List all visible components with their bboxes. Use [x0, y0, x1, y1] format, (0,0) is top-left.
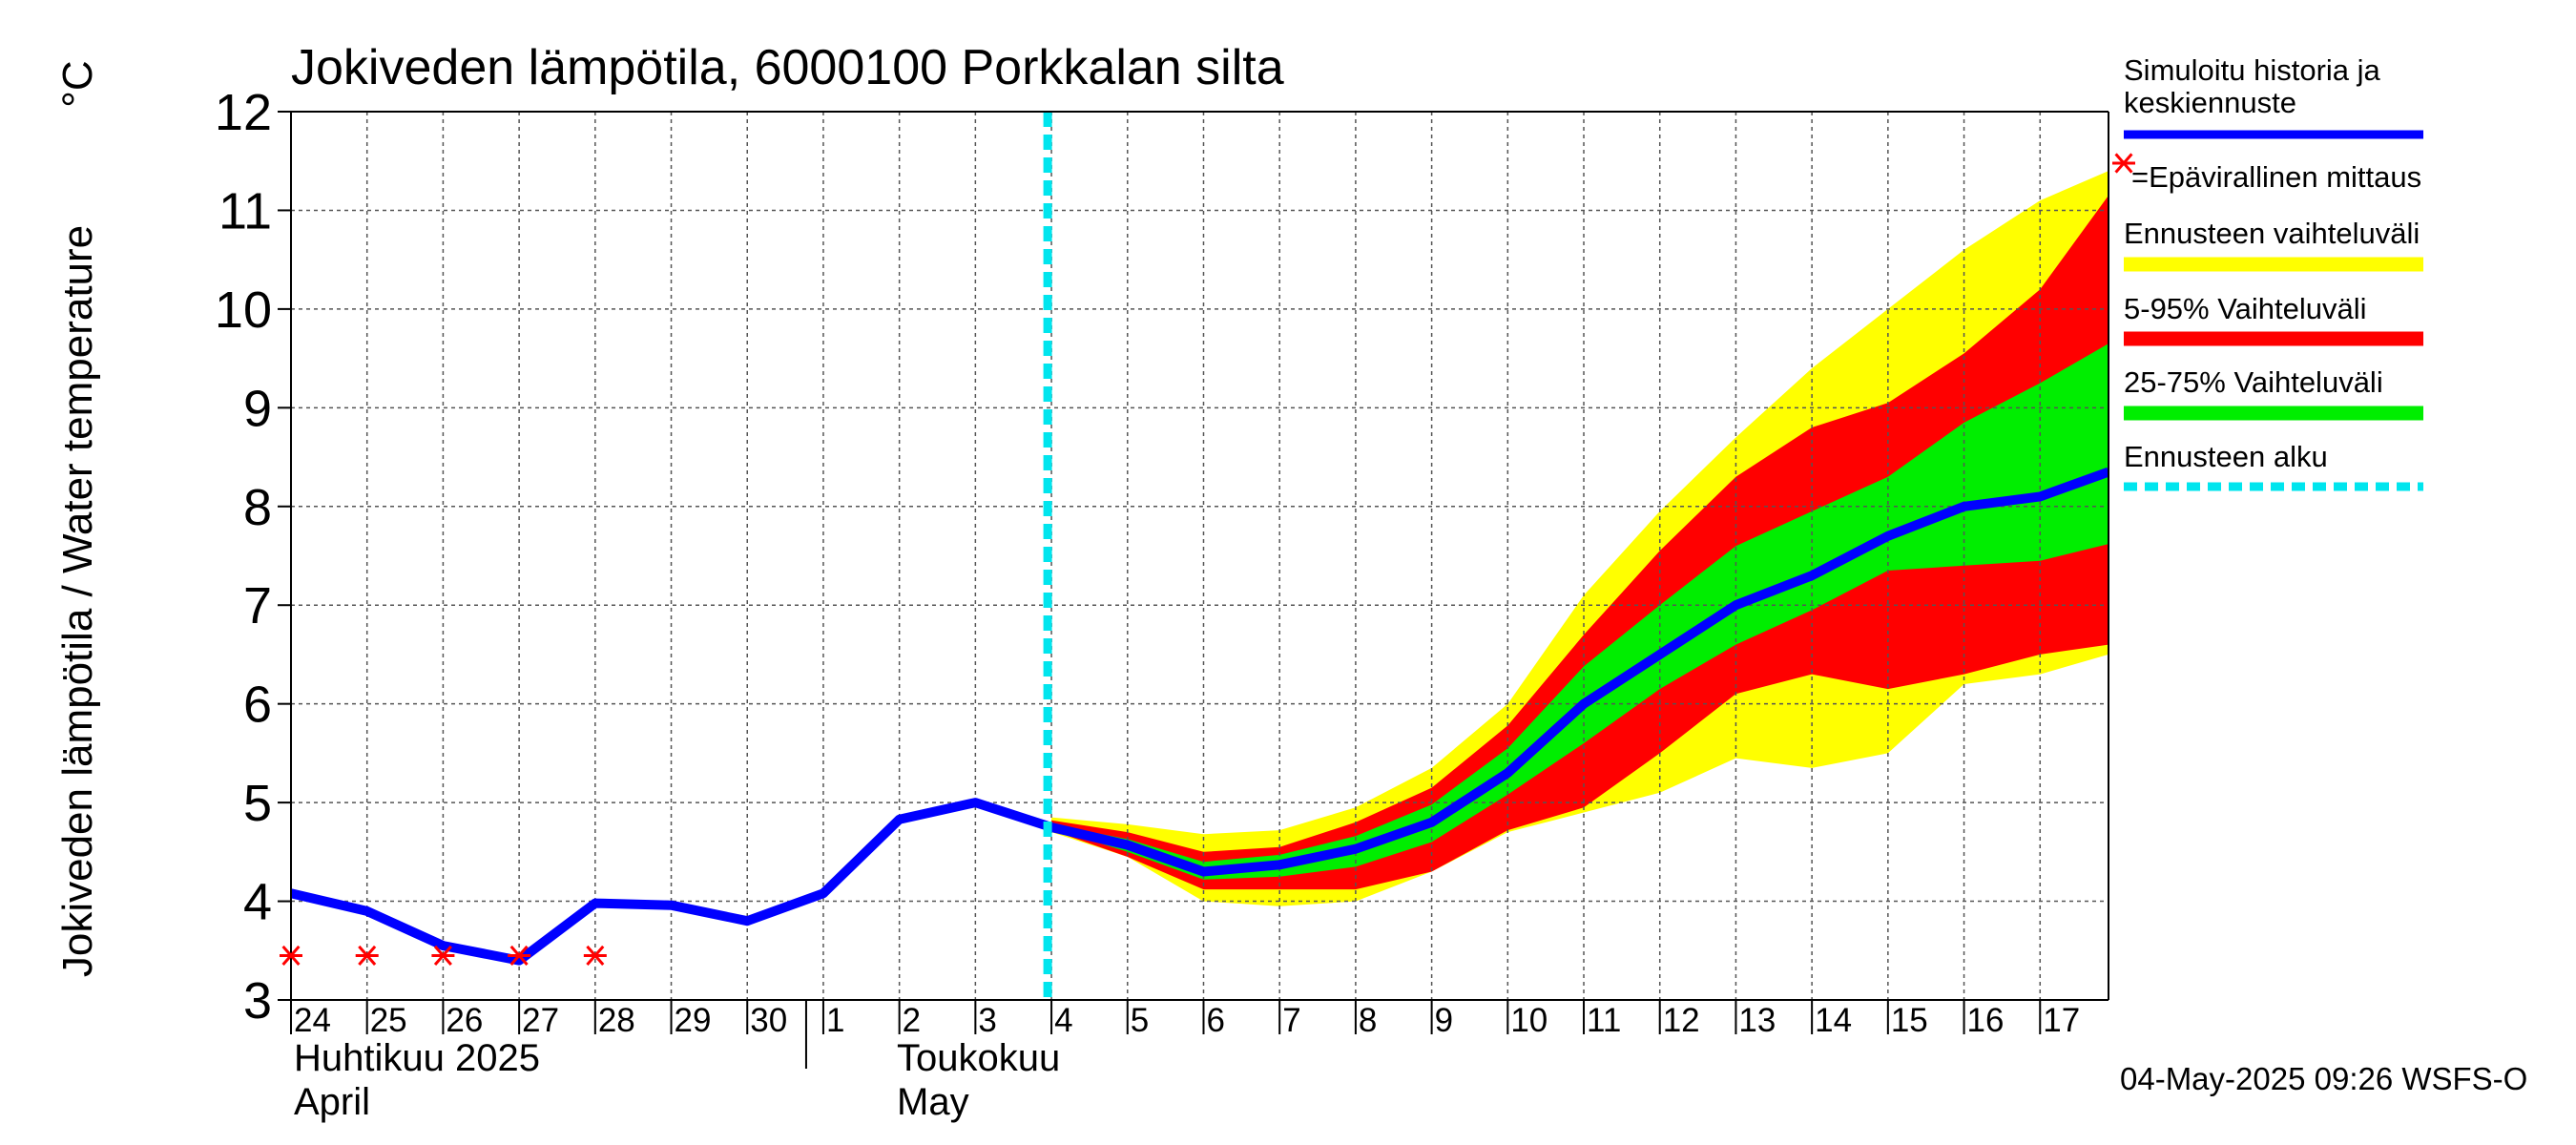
forecast-bands — [1051, 171, 2109, 906]
legend-label-25-75: 25-75% Vaihteluväli — [2124, 365, 2383, 399]
x-tick-label: 29 — [675, 1002, 712, 1039]
x-tick-label: 16 — [1967, 1002, 2005, 1039]
x-tick-label: 4 — [1054, 1002, 1072, 1039]
observation-marker — [583, 945, 607, 967]
chart-title: Jokiveden lämpötila, 6000100 Porkkalan s… — [291, 40, 1284, 95]
x-tick-label: 7 — [1282, 1002, 1300, 1039]
y-tick-label: 6 — [243, 677, 272, 734]
y-tick-label: 7 — [243, 577, 272, 635]
x-tick-label: 30 — [750, 1002, 787, 1039]
x-tick-label: 1 — [826, 1002, 844, 1039]
x-tick-label: 27 — [522, 1002, 559, 1039]
observation-marker — [431, 945, 455, 967]
legend: Simuloitu historia ja keskiennuste =Epäv… — [2112, 53, 2423, 491]
x-tick-label: 24 — [294, 1002, 331, 1039]
x-tick-label: 17 — [2043, 1002, 2080, 1039]
y-tick-label: 10 — [215, 281, 272, 339]
y-tick-label: 3 — [243, 972, 272, 1030]
grid-lines — [291, 112, 2109, 1000]
band-full-range — [1051, 171, 2109, 906]
observation-marker — [280, 945, 302, 967]
x-tick-label: 11 — [1587, 1002, 1621, 1039]
x-tick-label: 8 — [1359, 1002, 1377, 1039]
x-axis-ticks: 24 25 26 27 28 29 30 1 2 3 4 5 6 7 8 9 10 11 12 13 14 15 16 17 — [290, 1000, 2080, 1069]
series-lines — [291, 112, 2109, 1000]
legend-label-median-line2: keskiennuste — [2124, 86, 2296, 119]
x-tick-label: 15 — [1891, 1002, 1928, 1039]
y-tick-label: 9 — [243, 380, 272, 437]
x-tick-label: 14 — [1815, 1002, 1852, 1039]
x-tick-label: 12 — [1663, 1002, 1700, 1039]
x-tick-label: 26 — [446, 1002, 483, 1039]
legend-label-forecast-start: Ennusteen alku — [2124, 440, 2328, 473]
month-label-april-en: April — [294, 1081, 370, 1123]
x-tick-label: 10 — [1510, 1002, 1548, 1039]
x-tick-label: 13 — [1738, 1002, 1776, 1039]
observation-marker — [508, 945, 531, 967]
y-tick-label: 8 — [243, 479, 272, 536]
y-axis-unit: °C — [54, 60, 101, 107]
y-tick-label: 12 — [215, 84, 272, 141]
y-axis-ticks: 3 4 5 6 7 8 9 10 11 12 — [215, 84, 291, 1030]
legend-swatch-observation — [2112, 153, 2135, 174]
y-axis-label: Jokiveden lämpötila / Water temperature — [54, 225, 101, 977]
plot-frame — [290, 111, 2109, 1001]
y-tick-label: 4 — [243, 874, 272, 931]
y-tick-label: 11 — [218, 182, 272, 239]
x-tick-label: 25 — [370, 1002, 407, 1039]
x-tick-label: 5 — [1131, 1002, 1149, 1039]
x-tick-label: 2 — [903, 1002, 921, 1039]
history-line — [291, 798, 1053, 966]
month-label-april-fi: Huhtikuu 2025 — [294, 1037, 540, 1079]
month-label-may-en: May — [897, 1081, 969, 1123]
x-tick-label: 3 — [978, 1002, 996, 1039]
timestamp: 04-May-2025 09:26 WSFS-O — [2120, 1061, 2527, 1096]
observation-marker — [355, 945, 379, 967]
x-tick-label: 28 — [598, 1002, 635, 1039]
legend-label-full-range: Ennusteen vaihteluväli — [2124, 217, 2420, 250]
y-tick-label: 5 — [243, 775, 272, 832]
x-tick-label: 9 — [1435, 1002, 1453, 1039]
legend-label-median-line1: Simuloitu historia ja — [2124, 53, 2381, 87]
legend-label-observation: =Epävirallinen mittaus — [2131, 160, 2421, 194]
legend-label-5-95: 5-95% Vaihteluväli — [2124, 292, 2366, 325]
x-tick-label: 6 — [1206, 1002, 1224, 1039]
month-label-may-fi: Toukokuu — [897, 1037, 1060, 1079]
forecast-median-line — [1049, 467, 2109, 877]
